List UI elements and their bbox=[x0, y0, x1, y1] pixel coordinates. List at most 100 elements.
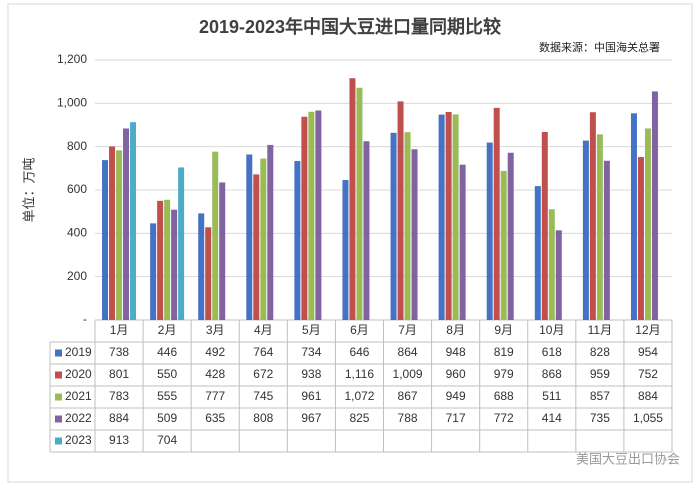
table-value: 857 bbox=[590, 389, 610, 403]
x-tick-label: 2月 bbox=[158, 323, 177, 337]
x-tick-label: 8月 bbox=[446, 323, 465, 337]
table-value: 1,009 bbox=[393, 367, 423, 381]
table-value: 777 bbox=[205, 389, 225, 403]
table-value: 1,055 bbox=[633, 411, 663, 425]
bar bbox=[397, 101, 404, 320]
y-tick-label: 1,200 bbox=[57, 52, 87, 66]
table-value: 864 bbox=[398, 345, 418, 359]
table-value: 961 bbox=[301, 389, 321, 403]
table-value: 446 bbox=[157, 345, 177, 359]
bar bbox=[630, 113, 637, 320]
table-value: 672 bbox=[253, 367, 273, 381]
table-value: 1,116 bbox=[345, 367, 374, 381]
source: 数据来源：中国海关总署 bbox=[539, 40, 660, 54]
table-value: 788 bbox=[398, 411, 418, 425]
bar bbox=[548, 209, 555, 320]
bar bbox=[205, 227, 212, 320]
table-value: 979 bbox=[494, 367, 514, 381]
bar bbox=[390, 132, 397, 320]
bar bbox=[493, 107, 500, 320]
table-value: 938 bbox=[301, 367, 321, 381]
x-tick-label: 5月 bbox=[302, 323, 321, 337]
bar bbox=[644, 128, 651, 320]
bar bbox=[308, 111, 315, 321]
table-value: 428 bbox=[205, 367, 225, 381]
y-tick-label: 1,000 bbox=[57, 96, 87, 110]
table-value: 635 bbox=[205, 411, 225, 425]
bar bbox=[267, 144, 274, 320]
watermark: 美国大豆出口协会 bbox=[576, 451, 680, 466]
table-value: 868 bbox=[542, 367, 562, 381]
bar bbox=[438, 114, 445, 320]
table-value: 764 bbox=[253, 345, 273, 359]
x-tick-label: 10月 bbox=[539, 323, 564, 337]
bar bbox=[507, 152, 514, 320]
x-tick-label: 12月 bbox=[635, 323, 660, 337]
bar bbox=[246, 154, 253, 320]
bar bbox=[404, 132, 411, 320]
bar bbox=[171, 209, 178, 320]
table-value: 913 bbox=[109, 433, 129, 447]
legend-swatch bbox=[55, 393, 62, 401]
bar bbox=[178, 167, 185, 320]
table-value: 783 bbox=[109, 389, 129, 403]
bar bbox=[486, 142, 493, 320]
bar bbox=[102, 160, 109, 320]
table-value: 959 bbox=[590, 367, 610, 381]
x-tick-label: 1月 bbox=[110, 323, 129, 337]
x-tick-label: 11月 bbox=[588, 323, 612, 337]
bar bbox=[445, 112, 452, 320]
bar bbox=[603, 160, 610, 320]
bar bbox=[219, 182, 226, 320]
table-value: 555 bbox=[157, 389, 177, 403]
table-value: 954 bbox=[638, 345, 658, 359]
table-value: 550 bbox=[157, 367, 177, 381]
bar bbox=[150, 223, 157, 320]
x-tick-label: 9月 bbox=[494, 323, 513, 337]
bar bbox=[582, 140, 589, 320]
bar bbox=[349, 78, 356, 320]
table-value: 772 bbox=[494, 411, 514, 425]
bar bbox=[500, 170, 507, 320]
legend-swatch bbox=[55, 349, 62, 357]
x-tick-label: 3月 bbox=[206, 323, 225, 337]
bar bbox=[459, 164, 466, 320]
x-tick-label: 7月 bbox=[398, 323, 417, 337]
legend-swatch bbox=[55, 437, 62, 445]
y-tick-label: - bbox=[83, 312, 87, 326]
legend-label: 2022 bbox=[65, 411, 92, 425]
table-value: 967 bbox=[301, 411, 321, 425]
y-tick-label: 800 bbox=[67, 139, 87, 153]
table-value: 949 bbox=[446, 389, 466, 403]
table-value: 1,072 bbox=[344, 389, 374, 403]
legend-label: 2021 bbox=[65, 389, 92, 403]
bar bbox=[589, 112, 596, 320]
bar bbox=[157, 200, 164, 320]
y-tick-label: 200 bbox=[67, 269, 87, 283]
bar bbox=[294, 160, 301, 320]
bar bbox=[411, 149, 418, 320]
bar bbox=[356, 87, 363, 320]
bar bbox=[253, 174, 260, 320]
bar bbox=[651, 91, 658, 321]
bar bbox=[164, 199, 171, 320]
table-value: 808 bbox=[253, 411, 273, 425]
bar bbox=[116, 150, 123, 320]
table-value: 948 bbox=[446, 345, 466, 359]
bar bbox=[130, 122, 137, 320]
legend-label: 2020 bbox=[65, 367, 92, 381]
legend-label: 2023 bbox=[65, 433, 92, 447]
table-value: 884 bbox=[638, 389, 658, 403]
bar bbox=[596, 134, 603, 320]
bar bbox=[109, 146, 116, 320]
table-value: 752 bbox=[638, 367, 658, 381]
bar bbox=[534, 186, 541, 320]
table-value: 511 bbox=[542, 389, 561, 403]
bar bbox=[198, 213, 205, 320]
bar bbox=[123, 128, 130, 320]
bar bbox=[637, 157, 644, 320]
bar bbox=[541, 131, 548, 320]
table-value: 509 bbox=[157, 411, 177, 425]
bar bbox=[260, 158, 267, 320]
legend-label: 2019 bbox=[65, 345, 92, 359]
